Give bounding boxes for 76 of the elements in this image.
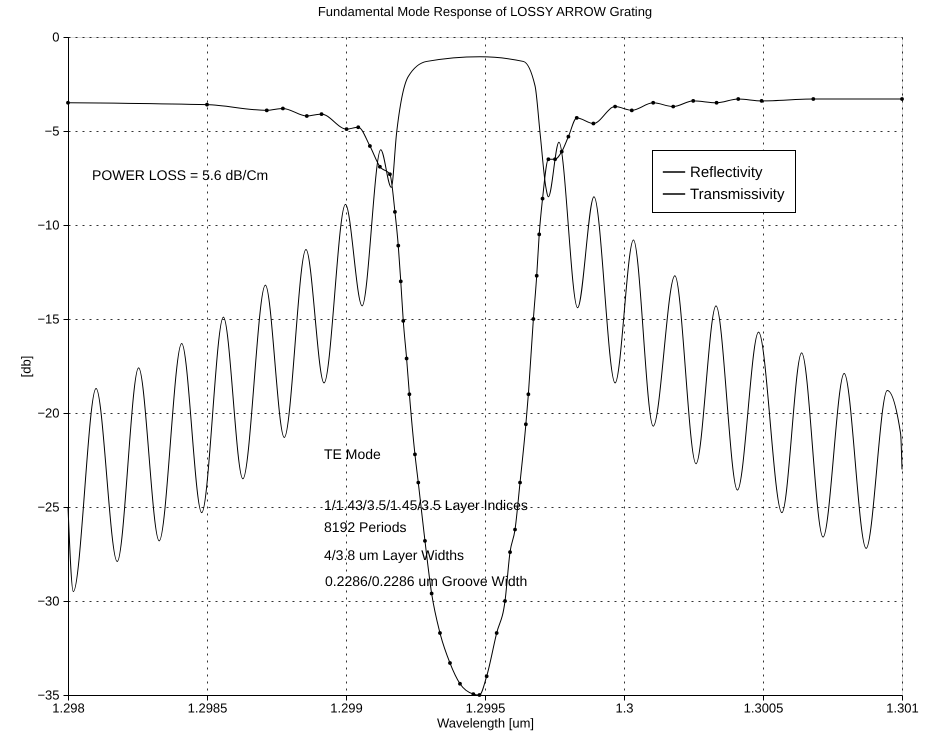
- y-tick-label: −10: [37, 218, 60, 232]
- point: [344, 127, 348, 131]
- y-tick-label: 0: [52, 30, 60, 44]
- point: [513, 528, 517, 532]
- x-tick-label: 1.301: [886, 700, 919, 716]
- point: [438, 631, 442, 635]
- point: [736, 97, 740, 101]
- point: [503, 599, 507, 603]
- point: [264, 108, 269, 112]
- point: [613, 104, 617, 108]
- point: [760, 99, 764, 103]
- y-tick-label: −30: [37, 594, 60, 608]
- x-tick-label: 1.2985: [188, 700, 228, 716]
- y-tick-label: −20: [37, 406, 60, 420]
- point: [508, 550, 512, 554]
- point: [458, 682, 462, 686]
- point: [416, 480, 420, 484]
- point: [281, 106, 285, 110]
- point: [393, 210, 397, 214]
- x-tick-label: 1.2995: [466, 700, 506, 716]
- point: [540, 196, 544, 201]
- point: [560, 150, 564, 154]
- point: [413, 452, 417, 456]
- point: [205, 102, 209, 107]
- annotation: POWER LOSS = 5.6 dB/Cm: [92, 167, 268, 183]
- point: [320, 112, 324, 116]
- point: [423, 538, 427, 543]
- annotation: TE Mode: [324, 446, 382, 462]
- point: [518, 480, 522, 484]
- point: [396, 244, 400, 248]
- point: [630, 108, 634, 112]
- point: [651, 100, 656, 105]
- y-tick-label: −35: [37, 688, 60, 702]
- annotation: 8192 Periods: [324, 519, 407, 535]
- point: [484, 674, 489, 678]
- x-tick-label: 1.299: [330, 700, 363, 716]
- point: [378, 164, 382, 169]
- point: [811, 97, 816, 101]
- point: [66, 100, 70, 105]
- point: [524, 422, 528, 426]
- point: [404, 356, 408, 360]
- point: [368, 144, 372, 148]
- point: [574, 116, 579, 120]
- point: [546, 157, 550, 162]
- y-axis-title: [db]: [18, 356, 34, 378]
- point: [356, 125, 360, 130]
- x-axis-title: Wavelength [um]: [436, 716, 534, 730]
- point: [401, 319, 406, 323]
- point: [671, 104, 676, 108]
- point: [553, 157, 557, 162]
- point: [448, 661, 452, 665]
- legend-label: Reflectivity: [690, 164, 764, 181]
- point: [534, 274, 539, 278]
- point: [532, 317, 536, 321]
- x-tick-label: 1.3: [615, 700, 634, 716]
- x-tick-label: 1.298: [52, 700, 85, 716]
- point: [537, 232, 542, 236]
- point: [430, 592, 434, 596]
- point: [900, 97, 904, 101]
- y-tick-label: −15: [37, 312, 60, 326]
- y-tick-label: −5: [44, 124, 60, 138]
- point: [592, 122, 596, 126]
- x-tick-label: 1.3005: [744, 700, 784, 716]
- point: [388, 172, 392, 176]
- point: [566, 134, 570, 139]
- chart-title: Fundamental Mode Response of LOSSY ARROW Grating: [318, 4, 652, 19]
- point: [494, 631, 499, 635]
- point: [304, 114, 309, 118]
- y-tick-label: −25: [37, 500, 60, 514]
- point: [408, 392, 412, 396]
- point: [714, 100, 718, 105]
- point: [691, 99, 696, 103]
- point: [398, 280, 403, 284]
- point: [526, 392, 530, 396]
- legend-label: Transmissivity: [690, 186, 785, 203]
- point: [478, 693, 482, 697]
